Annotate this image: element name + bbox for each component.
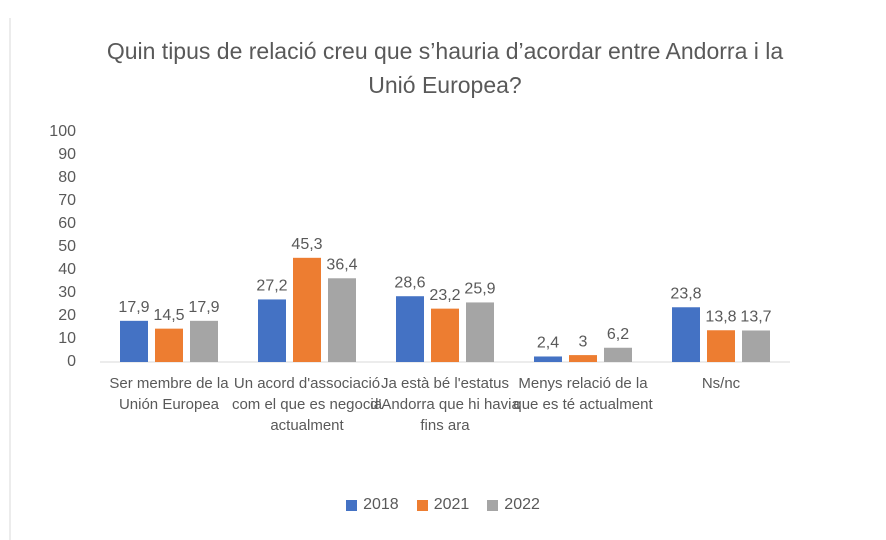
legend-label: 2021 bbox=[433, 496, 470, 513]
bar bbox=[431, 308, 459, 362]
x-tick-label: Ns/nc bbox=[701, 375, 741, 392]
value-label: 6,2 bbox=[607, 326, 629, 343]
bar bbox=[604, 347, 632, 362]
value-label: 17,9 bbox=[188, 299, 219, 316]
y-tick-label: 10 bbox=[58, 330, 76, 347]
bar bbox=[258, 299, 286, 362]
legend-item: 2022 bbox=[487, 496, 540, 514]
x-tick-label: Ja està bé l'estatus d'Andorra que hi ha… bbox=[370, 375, 520, 434]
x-tick-label: Menys relació de la que es té actualment bbox=[513, 375, 653, 413]
value-label: 25,9 bbox=[464, 281, 495, 298]
legend-label: 2018 bbox=[363, 496, 399, 513]
bar bbox=[120, 320, 148, 362]
y-tick-label: 20 bbox=[58, 307, 76, 324]
value-label: 36,4 bbox=[326, 256, 357, 273]
x-tick-label: Un acord d'associació com el que es nego… bbox=[231, 375, 383, 434]
bar bbox=[396, 296, 424, 362]
y-tick-label: 90 bbox=[58, 146, 76, 163]
legend-swatch bbox=[346, 499, 358, 511]
value-label: 17,9 bbox=[118, 299, 149, 316]
bar bbox=[534, 356, 562, 362]
y-tick-label: 80 bbox=[58, 169, 76, 186]
legend-swatch bbox=[416, 499, 428, 511]
value-label: 28,6 bbox=[394, 274, 425, 291]
bar bbox=[155, 328, 183, 362]
y-tick-label: 100 bbox=[49, 123, 76, 140]
legend-label: 2022 bbox=[504, 496, 540, 513]
value-label: 14,5 bbox=[153, 307, 184, 324]
bar bbox=[742, 330, 770, 362]
bar bbox=[293, 257, 321, 362]
bar bbox=[672, 307, 700, 362]
x-tick-label: Ser membre de la Unión Europea bbox=[109, 375, 229, 413]
value-label: 23,2 bbox=[429, 287, 460, 304]
bar bbox=[569, 355, 597, 362]
value-label: 23,8 bbox=[670, 285, 701, 302]
bar bbox=[466, 302, 494, 362]
value-label: 27,2 bbox=[256, 278, 287, 295]
value-label: 2,4 bbox=[537, 335, 559, 352]
y-tick-label: 70 bbox=[58, 192, 76, 209]
y-tick-label: 50 bbox=[58, 238, 76, 255]
y-tick-label: 40 bbox=[58, 261, 76, 278]
bar bbox=[190, 320, 218, 362]
legend-item: 2018 bbox=[346, 496, 399, 514]
y-tick-label: 60 bbox=[58, 215, 76, 232]
value-label: 13,8 bbox=[705, 308, 736, 325]
chart-title: Quin tipus de relació creu que s’hauria … bbox=[106, 38, 784, 98]
legend-swatch bbox=[487, 499, 499, 511]
y-tick-label: 30 bbox=[58, 284, 76, 301]
legend-item: 2021 bbox=[416, 496, 470, 514]
bar bbox=[328, 278, 356, 362]
value-label: 13,7 bbox=[740, 309, 771, 326]
legend: 2018 2021 2022 bbox=[0, 496, 886, 514]
value-label: 3 bbox=[579, 333, 588, 350]
bar bbox=[707, 330, 735, 362]
y-tick-label: 0 bbox=[67, 353, 76, 370]
value-label: 45,3 bbox=[291, 236, 322, 253]
